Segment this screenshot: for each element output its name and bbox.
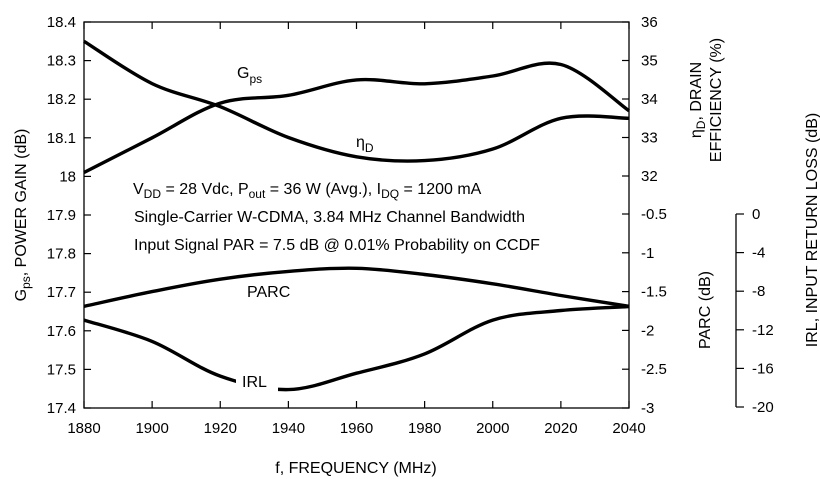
ticks: 1880 1900 1920 1940 1960 1980 2000 2020 2040 17.4… bbox=[47, 14, 774, 437]
irl-tick-label: -16 bbox=[752, 360, 774, 377]
right-upper-tick-label: 36 bbox=[641, 14, 658, 31]
x-tick-label: 1920 bbox=[204, 420, 237, 437]
right-lower-tick-label: -1.5 bbox=[641, 284, 667, 301]
right-upper-axis-label-line2: EFFICIENCY (%) bbox=[708, 38, 725, 162]
irl-tick-label: -8 bbox=[752, 283, 765, 300]
irl-curve bbox=[83, 304, 630, 392]
right-upper-tick-label: 33 bbox=[641, 130, 658, 147]
x-tick-label: 1960 bbox=[340, 420, 373, 437]
annotation-line2: Single-Carrier W-CDMA, 3.84 MHz Channel … bbox=[134, 209, 525, 226]
right-upper-tick-label: 34 bbox=[641, 91, 658, 108]
x-tick-label: 1900 bbox=[135, 420, 168, 437]
series-label-parc: PARC bbox=[247, 284, 290, 301]
right-lower-tick-label: -2.5 bbox=[641, 361, 667, 378]
x-tick-label: 2020 bbox=[544, 420, 577, 437]
irl-tick-label: -4 bbox=[752, 245, 765, 262]
series-label-irl: IRL bbox=[242, 374, 267, 391]
right-lower-tick-label: -2 bbox=[641, 322, 654, 339]
x-tick-label: 1880 bbox=[67, 420, 100, 437]
left-tick-label: 17.7 bbox=[47, 284, 76, 301]
irl-tick-label: -20 bbox=[752, 399, 774, 416]
left-tick-label: 17.6 bbox=[47, 323, 76, 340]
right-lower-tick-label: -1 bbox=[641, 245, 654, 262]
x-tick-label: 2040 bbox=[612, 420, 645, 437]
irl-tick-label: -12 bbox=[752, 322, 774, 339]
curves bbox=[83, 39, 630, 392]
right-upper-tick-label: 35 bbox=[641, 53, 658, 70]
series-label-gps: Gps bbox=[237, 65, 262, 86]
right-lower-tick-label: -0.5 bbox=[641, 206, 667, 223]
x-tick-label: 1980 bbox=[408, 420, 441, 437]
eta-label-bg bbox=[350, 126, 410, 152]
left-tick-label: 17.9 bbox=[47, 207, 76, 224]
left-tick-label: 17.8 bbox=[47, 246, 76, 263]
left-tick-label: 18.3 bbox=[47, 53, 76, 70]
annotation-line1: VDD = 28 Vdc, Pout = 36 W (Avg.), IDQ = … bbox=[133, 181, 482, 201]
parc-curve bbox=[83, 266, 630, 308]
gps-curve bbox=[83, 61, 630, 175]
left-tick-label: 17.4 bbox=[47, 400, 76, 417]
left-tick-label: 18.2 bbox=[47, 91, 76, 108]
annotation-line3: Input Signal PAR = 7.5 dB @ 0.01% Probab… bbox=[134, 237, 540, 254]
x-tick-label: 2000 bbox=[476, 420, 509, 437]
irl-label-bg bbox=[236, 370, 278, 394]
x-tick-label: 1940 bbox=[272, 420, 305, 437]
x-axis-label: f, FREQUENCY (MHz) bbox=[275, 460, 436, 477]
left-axis-label: Gps, POWER GAIN (dB) bbox=[13, 129, 33, 302]
parc-axis-label: PARC (dB) bbox=[697, 271, 714, 349]
left-tick-label: 18 bbox=[59, 168, 76, 185]
irl-tick-label: 0 bbox=[752, 206, 760, 223]
right-upper-tick-label: 32 bbox=[641, 168, 658, 185]
parc-label-bg bbox=[242, 280, 310, 302]
annotation-box bbox=[122, 176, 572, 264]
left-tick-label: 18.4 bbox=[47, 14, 76, 31]
eta-curve bbox=[83, 39, 630, 163]
left-tick-label: 18.1 bbox=[47, 130, 76, 147]
right-upper-axis-label-line1: ηD, DRAIN bbox=[688, 62, 708, 138]
series-label-eta: ηD bbox=[356, 134, 374, 155]
right-lower-tick-label: -3 bbox=[641, 400, 654, 417]
irl-axis-label: IRL, INPUT RETURN LOSS (dB) bbox=[804, 113, 820, 347]
plot-frame bbox=[83, 21, 630, 409]
left-tick-label: 17.5 bbox=[47, 361, 76, 378]
